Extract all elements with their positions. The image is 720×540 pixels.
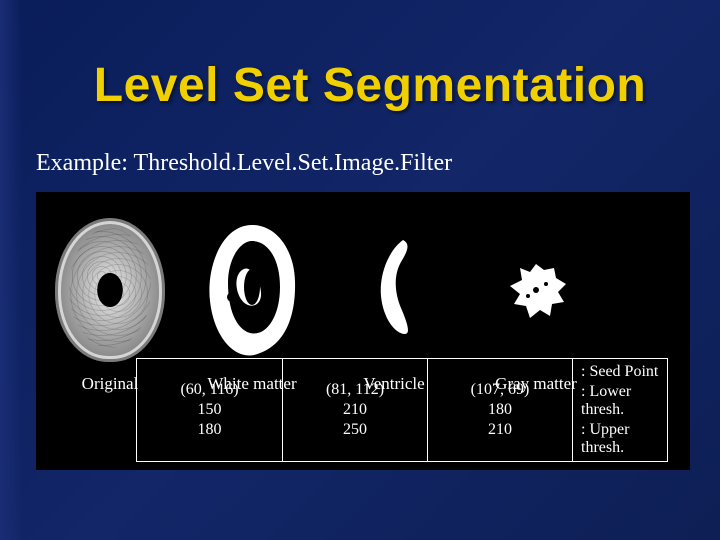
- white-matter-icon: [198, 219, 306, 361]
- thumb-white-matter: [188, 210, 316, 370]
- image-row: [36, 192, 690, 370]
- thumb-ventricle: [330, 210, 458, 370]
- table-legend: : Seed Point : Lower thresh. : Upper thr…: [572, 359, 667, 461]
- brain-mri-icon: [55, 218, 165, 362]
- left-stripe: [0, 0, 22, 540]
- thumb-gray-matter: [472, 210, 600, 370]
- seed-2: (107, 69): [471, 381, 530, 399]
- figure-panel: Original White matter Ventricle Gray mat…: [36, 192, 690, 470]
- thumb-original: [46, 210, 174, 370]
- seed-1: (81, 112): [326, 381, 384, 399]
- lower-2: 180: [488, 401, 512, 419]
- table-col-0: (60, 116) 150 180: [137, 359, 282, 461]
- upper-1: 250: [343, 421, 367, 439]
- ventricle-icon: [359, 230, 429, 350]
- seed-0: (60, 116): [180, 381, 238, 399]
- slide-title: Level Set Segmentation: [50, 58, 690, 113]
- table-col-2: (107, 69) 180 210: [427, 359, 572, 461]
- upper-0: 180: [198, 421, 222, 439]
- slide-subtitle: Example: Threshold.Level.Set.Image.Filte…: [36, 150, 452, 177]
- gray-matter-icon: [496, 250, 576, 330]
- legend-lower: : Lower thresh.: [581, 383, 659, 419]
- legend-upper: : Upper thresh.: [581, 421, 659, 457]
- lower-0: 150: [198, 401, 222, 419]
- lower-1: 210: [343, 401, 367, 419]
- params-table: (60, 116) 150 180 (81, 112) 210 250 (107…: [136, 358, 668, 462]
- table-col-1: (81, 112) 210 250: [282, 359, 427, 461]
- legend-seed: : Seed Point: [581, 363, 659, 381]
- upper-2: 210: [488, 421, 512, 439]
